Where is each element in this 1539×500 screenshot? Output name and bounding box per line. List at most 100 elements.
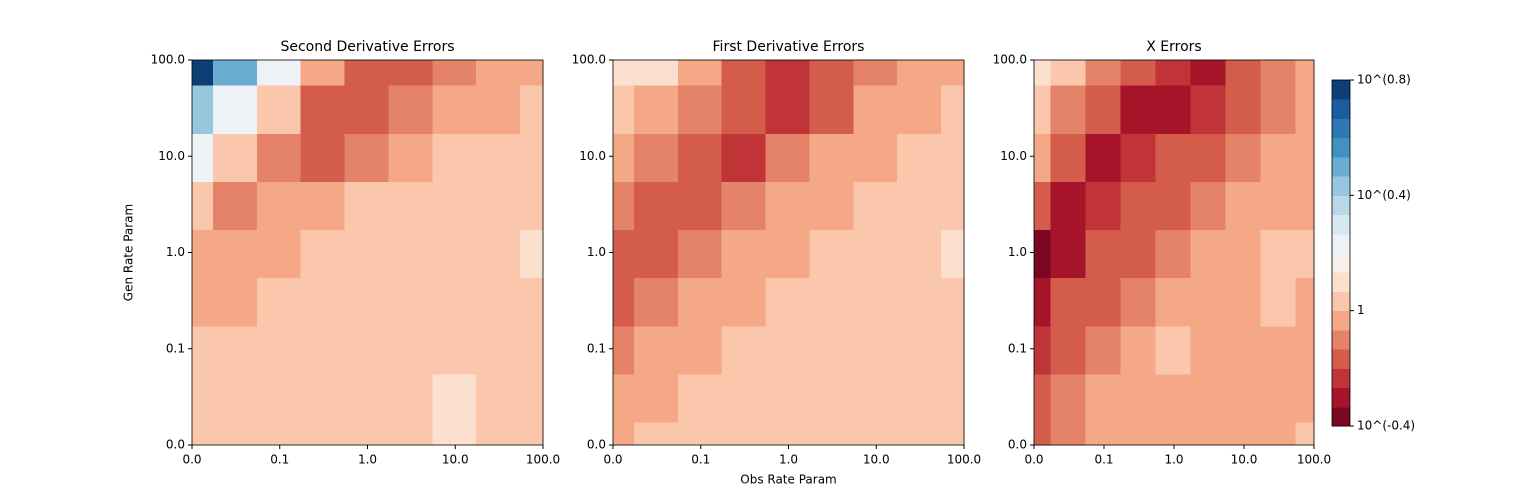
contour-cell (520, 85, 544, 134)
colorbar-band (1332, 214, 1350, 235)
contour-cell (613, 181, 635, 231)
contour-cell (1034, 422, 1052, 446)
colorbar-band (1332, 291, 1350, 312)
contour-cell (1295, 85, 1315, 134)
contour-cell (809, 60, 854, 86)
colorbar-band (1332, 253, 1350, 273)
contour-cell (212, 373, 258, 423)
contour-cell (300, 422, 346, 446)
contour-cell (721, 229, 767, 279)
contour-cell (1225, 422, 1262, 446)
contour-cell (432, 60, 477, 86)
contour-cell (300, 373, 346, 423)
contour-cell (432, 85, 477, 134)
contour-cell (256, 181, 302, 231)
contour-cell (1050, 325, 1087, 375)
contour-cell (1034, 325, 1052, 375)
contour-cell (256, 373, 302, 423)
contour-cell (1085, 325, 1122, 375)
contour-cell (633, 229, 679, 279)
x-tick-label: 10.0 (863, 453, 890, 467)
y-tick-label: 0.0 (587, 438, 606, 452)
contour-cell (1260, 133, 1297, 182)
colorbar-tick-label: 10^(0.4) (1357, 188, 1411, 202)
contour-cell (1225, 181, 1262, 231)
contour-cell (300, 277, 346, 327)
chart-title: Second Derivative Errors (280, 39, 454, 55)
contour-cell (192, 85, 214, 134)
contour-cell (633, 325, 679, 375)
contour-cell (1225, 325, 1262, 375)
contour-cell (212, 60, 258, 86)
contour-cell (1295, 181, 1315, 231)
y-tick-label: 1.0 (587, 245, 606, 259)
contour-cell (1295, 229, 1315, 279)
contour-cell (809, 85, 854, 134)
contour-cell (520, 181, 544, 231)
contour-cell (613, 133, 635, 182)
contour-cell (1225, 277, 1262, 327)
contour-cell (300, 181, 346, 231)
contour-cell (1120, 373, 1157, 423)
contour-cell (1295, 373, 1315, 423)
x-tick-label: 100.0 (1297, 453, 1331, 467)
contour-cell (1155, 60, 1192, 86)
contour-cell (897, 60, 942, 86)
contour-cell (1034, 181, 1052, 231)
contour-cell (677, 181, 723, 231)
contour-cell (344, 181, 389, 231)
contour-cell (613, 60, 635, 86)
colorbar-band (1332, 176, 1350, 196)
contour-cell (1034, 277, 1052, 327)
contour-cell (809, 229, 854, 279)
colorbar-band (1332, 156, 1350, 177)
contour-cell (300, 325, 346, 375)
contour-cell (765, 325, 810, 375)
contour-cell (853, 85, 898, 134)
contour-cell (1190, 373, 1227, 423)
contour-cell (1190, 325, 1227, 375)
contour-cell (765, 181, 810, 231)
contour-cell (1034, 133, 1052, 182)
colorbar-band (1332, 329, 1350, 350)
contour-cell (212, 325, 258, 375)
x-tick-label: 0.0 (603, 453, 622, 467)
x-tick-label: 0.1 (691, 453, 710, 467)
contour-cell (897, 229, 942, 279)
contour-cell (1260, 325, 1297, 375)
contour-cell (1190, 422, 1227, 446)
contour-cell (897, 422, 942, 446)
contour-cell (1260, 277, 1297, 327)
contour-cell (388, 181, 433, 231)
colorbar-band (1332, 310, 1350, 331)
x-tick-label: 0.0 (1024, 453, 1043, 467)
colorbar-band (1332, 406, 1350, 427)
contour-cell (633, 85, 679, 134)
contour-cell (613, 229, 635, 279)
contour-cell (765, 85, 810, 134)
contour-cell (520, 60, 544, 86)
y-tick-label: 0.1 (587, 341, 606, 355)
contour-cell (300, 229, 346, 279)
contour-cell (1155, 133, 1192, 182)
contour-cell (1295, 277, 1315, 327)
x-tick-label: 0.1 (270, 453, 289, 467)
contour-cell (212, 181, 258, 231)
y-axis-label: Gen Rate Param (122, 204, 136, 301)
contour-cell (721, 277, 767, 327)
contour-cell (256, 277, 302, 327)
contour-cell (1155, 181, 1192, 231)
contour-cell (941, 373, 965, 423)
contour-cell (388, 133, 433, 182)
contour-cell (1120, 133, 1157, 182)
contour-cell (1190, 277, 1227, 327)
contour-cell (941, 422, 965, 446)
contour-cell (677, 133, 723, 182)
contour-cell (677, 229, 723, 279)
x-tick-label: 10.0 (1231, 453, 1258, 467)
contour-cell (1120, 85, 1157, 134)
x-tick-label: 1.0 (358, 453, 377, 467)
y-tick-label: 100.0 (993, 53, 1027, 67)
contour-cell (1050, 60, 1087, 86)
contour-cell (1085, 422, 1122, 446)
